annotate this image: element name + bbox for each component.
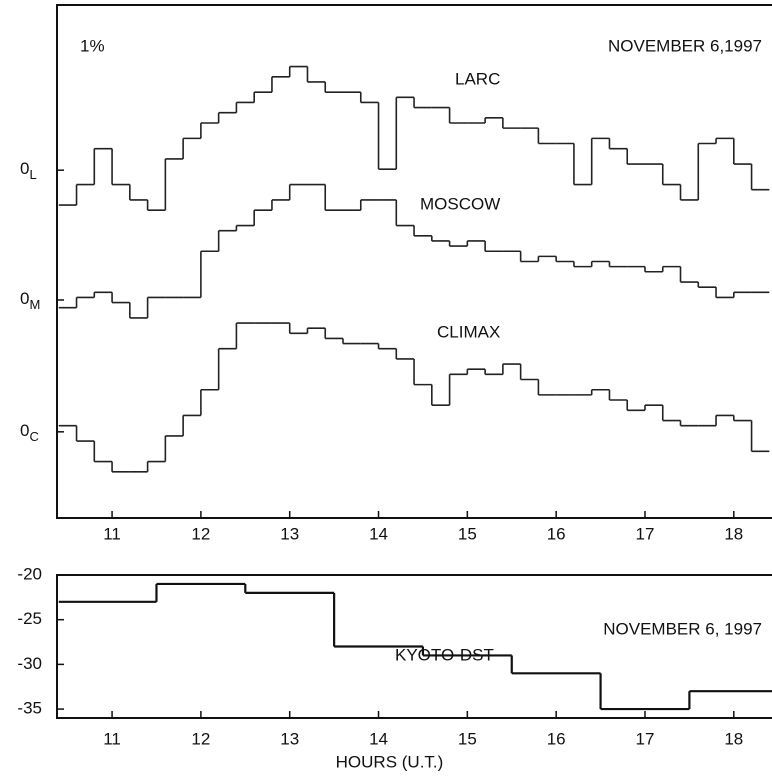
y-tick-label-sub: L xyxy=(29,168,36,183)
x-axis-label: HOURS (U.T.) xyxy=(336,752,444,771)
x-tick-label: 15 xyxy=(458,524,477,543)
step-series xyxy=(58,65,770,211)
y-tick-label-main: 0 xyxy=(20,421,29,440)
x-tick-label: 16 xyxy=(547,729,566,748)
x-tick-label: 13 xyxy=(280,729,299,748)
x-tick-label: 12 xyxy=(191,524,210,543)
x-tick-label: 18 xyxy=(724,729,743,748)
x-tick-label: 11 xyxy=(103,729,121,748)
x-tick-label: 18 xyxy=(724,524,743,543)
x-tick-label: 14 xyxy=(369,524,388,543)
series-label: KYOTO-DST xyxy=(395,645,494,664)
x-tick-label: 17 xyxy=(636,524,655,543)
y-tick-label-main: 0 xyxy=(20,289,29,308)
series-label: LARC xyxy=(455,69,500,88)
y-tick-label: -30 xyxy=(17,654,42,673)
x-tick-label: 16 xyxy=(547,524,566,543)
y-tick-label-main: 0 xyxy=(20,160,29,179)
series-label: MOSCOW xyxy=(420,194,500,213)
step-series xyxy=(58,183,770,319)
y-tick-label: 0M xyxy=(20,289,40,312)
step-series xyxy=(58,582,772,711)
x-tick-label: 14 xyxy=(369,729,388,748)
y-tick-label-sub: C xyxy=(29,429,38,444)
step-series xyxy=(58,322,770,473)
y-tick-label: -35 xyxy=(17,699,42,718)
scale-annotation: 1% xyxy=(80,36,105,55)
y-tick-label: 0C xyxy=(20,421,39,444)
x-tick-label: 13 xyxy=(280,524,299,543)
chart-title: NOVEMBER 6, 1997 xyxy=(603,619,762,638)
x-tick-label: 12 xyxy=(191,729,210,748)
x-tick-label: 11 xyxy=(103,524,121,543)
plot-frame xyxy=(56,4,772,519)
y-tick-label: -20 xyxy=(17,564,42,583)
y-tick-label: 0L xyxy=(20,160,37,183)
y-tick-label-sub: M xyxy=(29,297,40,312)
plot-frame xyxy=(56,574,772,719)
x-tick-label: 17 xyxy=(636,729,655,748)
y-tick-label: -25 xyxy=(17,609,42,628)
chart-title: NOVEMBER 6,1997 xyxy=(608,36,762,55)
series-label: CLIMAX xyxy=(437,322,500,341)
x-tick-label: 15 xyxy=(458,729,477,748)
